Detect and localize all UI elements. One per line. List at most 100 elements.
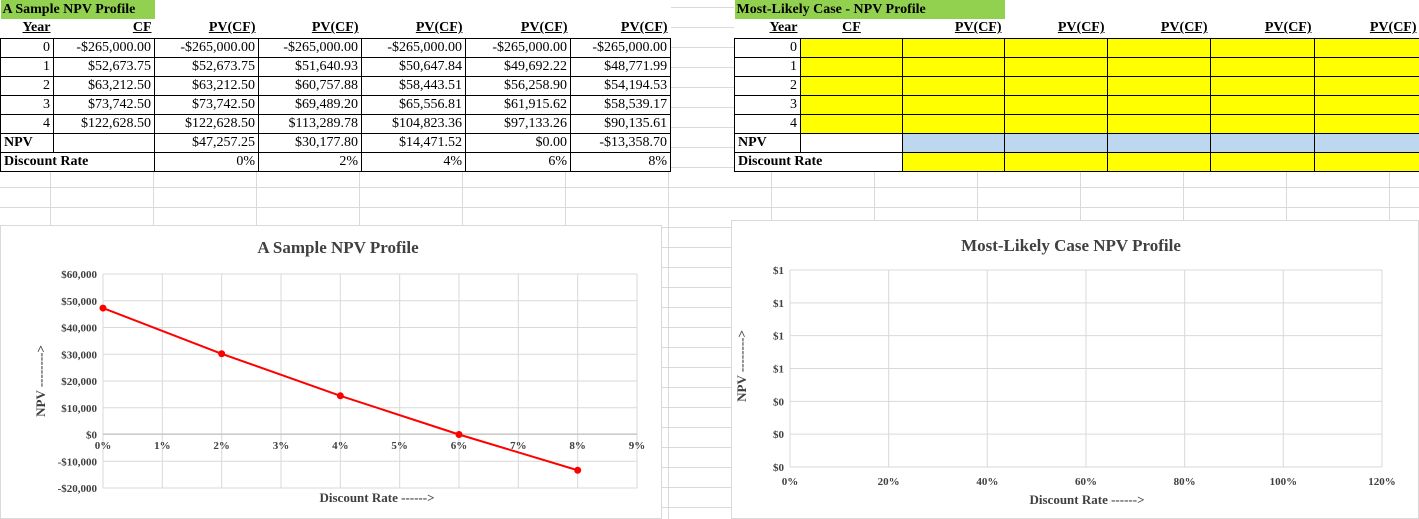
input-cell[interactable] — [800, 94, 903, 115]
value-cell[interactable]: $61,915.62 — [465, 94, 571, 115]
value-cell[interactable]: $73,742.50 — [53, 94, 155, 115]
value-cell[interactable]: $97,133.26 — [465, 113, 571, 134]
value-cell[interactable]: $63,212.50 — [154, 75, 259, 96]
input-cell[interactable] — [800, 56, 903, 77]
header-cell[interactable]: PV(CF) — [1107, 19, 1211, 39]
npv-input-cell[interactable] — [1107, 132, 1212, 153]
year-cell[interactable]: 2 — [734, 75, 801, 96]
npv-input-cell[interactable] — [1004, 132, 1109, 153]
input-cell[interactable] — [1004, 113, 1109, 134]
header-cell[interactable]: PV(CF) — [465, 19, 571, 39]
year-cell[interactable]: 2 — [0, 75, 54, 96]
input-cell[interactable] — [901, 56, 1006, 77]
header-cell[interactable]: PV(CF) — [258, 19, 362, 39]
sample-table-title[interactable]: A Sample NPV Profile — [0, 0, 155, 19]
year-cell[interactable]: 0 — [734, 37, 801, 58]
year-cell[interactable]: 4 — [734, 113, 801, 134]
npv-value-cell[interactable]: $14,471.52 — [361, 132, 466, 153]
value-cell[interactable]: $51,640.93 — [258, 56, 362, 77]
input-cell[interactable] — [1004, 37, 1109, 58]
input-cell[interactable] — [800, 37, 903, 58]
input-cell[interactable] — [1314, 37, 1419, 58]
year-cell[interactable]: 3 — [0, 94, 54, 115]
value-cell[interactable]: $63,212.50 — [53, 75, 155, 96]
header-cell[interactable]: PV(CF) — [1004, 19, 1108, 39]
year-cell[interactable]: 1 — [0, 56, 54, 77]
value-cell[interactable]: $52,673.75 — [154, 56, 259, 77]
rate-input-cell[interactable] — [1210, 151, 1316, 172]
discount-rate-cell[interactable]: 6% — [465, 151, 571, 172]
value-cell[interactable]: $49,692.22 — [465, 56, 571, 77]
input-cell[interactable] — [1004, 75, 1109, 96]
input-cell[interactable] — [1107, 56, 1212, 77]
header-cell[interactable]: Year — [0, 19, 54, 39]
value-cell[interactable]: $48,771.99 — [569, 56, 672, 77]
npv-value-cell[interactable]: $47,257.25 — [154, 132, 259, 153]
most-likely-table-title[interactable]: Most-Likely Case - NPV Profile — [734, 0, 1005, 19]
empty-cell[interactable] — [53, 132, 155, 153]
input-cell[interactable] — [901, 37, 1006, 58]
data-point[interactable] — [455, 431, 463, 438]
discount-rate-cell[interactable]: 2% — [258, 151, 362, 172]
input-cell[interactable] — [1314, 75, 1419, 96]
input-cell[interactable] — [901, 94, 1006, 115]
input-cell[interactable] — [1210, 37, 1316, 58]
value-cell[interactable]: -$265,000.00 — [569, 37, 672, 58]
header-cell[interactable]: PV(CF) — [902, 19, 1005, 39]
year-cell[interactable]: 3 — [734, 94, 801, 115]
npv-value-cell[interactable]: $0.00 — [465, 132, 571, 153]
value-cell[interactable]: $113,289.78 — [258, 113, 362, 134]
rate-input-cell[interactable] — [1314, 151, 1419, 172]
sample-npv-chart[interactable]: A Sample NPV Profile -$20,000 -$10,000 $0 $1… — [0, 225, 662, 519]
rate-input-cell[interactable] — [1004, 151, 1109, 172]
npv-label[interactable]: NPV — [0, 132, 54, 153]
value-cell[interactable]: $65,556.81 — [361, 94, 466, 115]
input-cell[interactable] — [800, 75, 903, 96]
value-cell[interactable]: $122,628.50 — [53, 113, 155, 134]
value-cell[interactable]: $50,647.84 — [361, 56, 466, 77]
year-cell[interactable]: 1 — [734, 56, 801, 77]
value-cell[interactable]: $58,443.51 — [361, 75, 466, 96]
npv-input-cell[interactable] — [1314, 132, 1419, 153]
header-cell[interactable]: Year — [734, 19, 801, 39]
value-cell[interactable]: $73,742.50 — [154, 94, 259, 115]
value-cell[interactable]: $104,823.36 — [361, 113, 466, 134]
input-cell[interactable] — [1210, 75, 1316, 96]
header-cell[interactable]: PV(CF) — [1210, 19, 1315, 39]
value-cell[interactable]: -$265,000.00 — [53, 37, 155, 58]
data-point[interactable] — [218, 350, 226, 358]
data-point[interactable] — [99, 304, 107, 312]
npv-label[interactable]: NPV — [734, 132, 801, 153]
input-cell[interactable] — [1210, 94, 1316, 115]
header-cell[interactable]: PV(CF) — [154, 19, 259, 39]
value-cell[interactable]: $54,194.53 — [569, 75, 672, 96]
input-cell[interactable] — [1210, 56, 1316, 77]
input-cell[interactable] — [1107, 75, 1212, 96]
data-point[interactable] — [574, 466, 582, 474]
input-cell[interactable] — [1107, 37, 1212, 58]
input-cell[interactable] — [1314, 94, 1419, 115]
input-cell[interactable] — [1004, 94, 1109, 115]
data-point[interactable] — [336, 392, 344, 400]
value-cell[interactable]: $122,628.50 — [154, 113, 259, 134]
header-cell[interactable]: PV(CF) — [1314, 19, 1419, 39]
input-cell[interactable] — [1004, 56, 1109, 77]
header-cell[interactable]: PV(CF) — [570, 19, 671, 39]
header-cell[interactable]: CF — [800, 19, 903, 39]
value-cell[interactable]: -$265,000.00 — [361, 37, 466, 58]
npv-input-cell[interactable] — [901, 132, 1006, 153]
value-cell[interactable]: $69,489.20 — [258, 94, 362, 115]
empty-cell[interactable] — [800, 132, 903, 153]
discount-rate-cell[interactable]: 0% — [154, 151, 259, 172]
input-cell[interactable] — [1210, 113, 1316, 134]
input-cell[interactable] — [1107, 94, 1212, 115]
discount-rate-label[interactable]: Discount Rate — [734, 151, 903, 172]
npv-value-cell[interactable]: -$13,358.70 — [569, 132, 672, 153]
value-cell[interactable]: -$265,000.00 — [258, 37, 362, 58]
header-cell[interactable]: CF — [53, 19, 155, 39]
value-cell[interactable]: $52,673.75 — [53, 56, 155, 77]
year-cell[interactable]: 4 — [0, 113, 54, 134]
input-cell[interactable] — [800, 113, 903, 134]
value-cell[interactable]: -$265,000.00 — [154, 37, 259, 58]
